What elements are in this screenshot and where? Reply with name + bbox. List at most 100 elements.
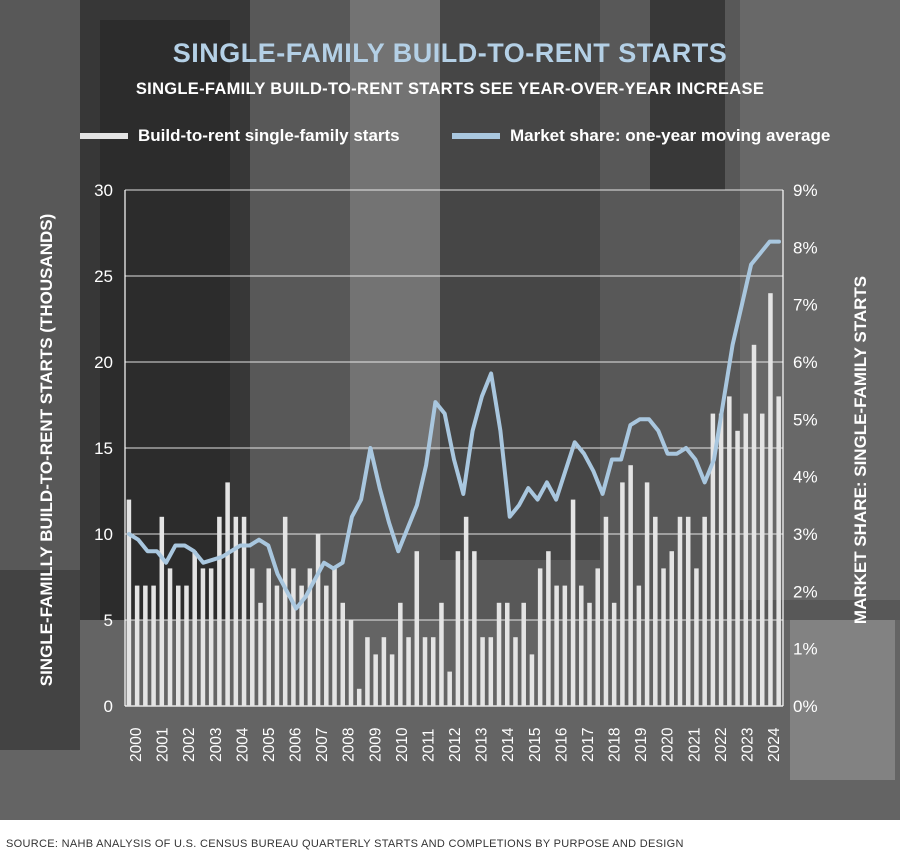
bar <box>513 637 518 706</box>
bar <box>340 602 346 706</box>
bar <box>768 293 773 706</box>
y2-tick-label: 2% <box>793 582 818 601</box>
background-photo <box>0 0 900 820</box>
bar <box>134 585 140 706</box>
y-tick-label: 10 <box>94 525 113 544</box>
bar <box>192 551 197 706</box>
bar <box>537 568 543 706</box>
y2-tick-label: 7% <box>793 296 818 315</box>
left-axis-ticks: 0 5 10 15 20 25 30 <box>94 181 113 716</box>
x-tick-label: 2002 <box>181 728 198 762</box>
bar <box>389 654 395 706</box>
x-tick-label: 2009 <box>367 728 384 762</box>
bar <box>595 568 600 706</box>
bar <box>644 482 650 706</box>
bar <box>521 602 526 706</box>
x-tick-label: 2007 <box>314 728 331 762</box>
x-tick-label: 2011 <box>420 729 437 762</box>
y2-tick-label: 3% <box>793 525 818 544</box>
y2-axis-label: MARKET SHARE: SINGLE-FAMILY STARTS <box>851 276 870 624</box>
x-tick-label: 2000 <box>128 727 145 762</box>
x-tick-label: 2015 <box>527 728 544 762</box>
x-tick-label: 2012 <box>447 728 464 762</box>
x-tick-label: 2001 <box>155 728 172 762</box>
bar <box>455 551 461 706</box>
y-tick-label: 0 <box>104 697 113 716</box>
bar <box>126 499 132 706</box>
bar <box>776 396 781 706</box>
bar <box>266 568 271 706</box>
y2-tick-label: 9% <box>793 181 818 200</box>
x-tick-label: 2021 <box>686 728 703 762</box>
legend-swatch-line <box>452 133 500 139</box>
x-tick-label: 2008 <box>341 728 358 762</box>
x-tick-label: 2006 <box>288 728 305 762</box>
bar <box>727 396 732 706</box>
bar <box>702 516 707 706</box>
bar <box>217 516 222 706</box>
y2-tick-label: 4% <box>793 468 818 487</box>
legend-swatch-bars <box>80 133 128 139</box>
bar <box>661 568 666 706</box>
y2-tick-label: 6% <box>793 353 818 372</box>
bar <box>373 654 378 706</box>
bar <box>735 430 740 706</box>
chart-title: SINGLE-FAMILY BUILD-TO-RENT STARTS <box>172 38 728 68</box>
x-tick-label: 2018 <box>607 728 624 762</box>
bar <box>233 516 239 706</box>
bar <box>488 637 494 706</box>
bar <box>439 602 444 706</box>
bar <box>307 568 313 706</box>
bar <box>381 637 387 706</box>
y2-tick-label: 5% <box>793 410 818 429</box>
bar <box>694 568 699 706</box>
bar <box>480 637 485 706</box>
bar <box>636 585 642 706</box>
y-tick-label: 25 <box>94 267 113 286</box>
x-tick-label: 2014 <box>500 727 517 762</box>
bar <box>299 585 304 706</box>
x-tick-label: 2016 <box>553 728 570 762</box>
y-tick-label: 30 <box>94 181 113 200</box>
legend-item-line: Market share: one-year moving average <box>452 126 830 146</box>
bar <box>546 551 551 706</box>
bar <box>315 534 321 706</box>
bar <box>587 602 592 706</box>
bar <box>611 602 617 706</box>
bar <box>669 551 675 706</box>
bar <box>332 568 337 706</box>
bar <box>472 551 477 706</box>
bar <box>603 516 609 706</box>
bar <box>554 585 559 706</box>
bar <box>143 585 148 706</box>
x-tick-label: 2013 <box>474 728 491 762</box>
bar <box>430 637 436 706</box>
bar <box>422 637 428 706</box>
bar <box>653 516 658 706</box>
bar <box>718 413 724 706</box>
bar <box>562 585 568 706</box>
bar <box>628 465 633 706</box>
bar <box>759 413 765 706</box>
bar <box>406 637 411 706</box>
bar <box>570 499 576 706</box>
bar <box>579 585 584 706</box>
bar <box>414 551 420 706</box>
bar <box>620 482 625 706</box>
bar <box>225 482 230 706</box>
market-share-line <box>127 239 781 611</box>
x-tick-label: 2005 <box>261 728 278 762</box>
bar <box>529 654 535 706</box>
y2-tick-label: 8% <box>793 238 818 257</box>
y-axis-label: SINGLE-FAMILLY BUILD-TO-RENT STARTS (THO… <box>37 214 56 687</box>
bar <box>365 637 370 706</box>
bar <box>282 516 288 706</box>
bar <box>677 516 683 706</box>
bar <box>398 602 403 706</box>
legend-label-bars: Build-to-rent single-family starts <box>138 126 400 145</box>
bar <box>184 585 189 706</box>
bar <box>496 602 502 706</box>
bar <box>348 620 354 706</box>
bar <box>258 602 263 706</box>
